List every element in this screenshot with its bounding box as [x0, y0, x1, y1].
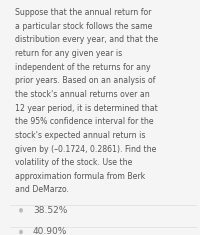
Text: 38.52%: 38.52%	[33, 206, 67, 215]
Text: distribution every year, and that the: distribution every year, and that the	[15, 35, 158, 44]
Circle shape	[19, 230, 23, 234]
Text: return for any given year is: return for any given year is	[15, 49, 122, 58]
Text: stock's expected annual return is: stock's expected annual return is	[15, 131, 146, 140]
Text: a particular stock follows the same: a particular stock follows the same	[15, 22, 152, 31]
Circle shape	[19, 208, 23, 212]
Text: given by (–0.1724, 0.2861). Find the: given by (–0.1724, 0.2861). Find the	[15, 145, 156, 153]
Text: 12 year period, it is determined that: 12 year period, it is determined that	[15, 104, 158, 113]
Text: independent of the returns for any: independent of the returns for any	[15, 63, 151, 72]
Text: Suppose that the annual return for: Suppose that the annual return for	[15, 8, 151, 17]
Text: the 95% confidence interval for the: the 95% confidence interval for the	[15, 117, 154, 126]
Text: and DeMarzo.: and DeMarzo.	[15, 185, 69, 194]
Text: prior years. Based on an analysis of: prior years. Based on an analysis of	[15, 76, 155, 85]
Text: the stock's annual returns over an: the stock's annual returns over an	[15, 90, 150, 99]
Text: approximation formula from Berk: approximation formula from Berk	[15, 172, 145, 181]
Text: volatility of the stock. Use the: volatility of the stock. Use the	[15, 158, 132, 167]
Text: 40.90%: 40.90%	[33, 227, 67, 235]
